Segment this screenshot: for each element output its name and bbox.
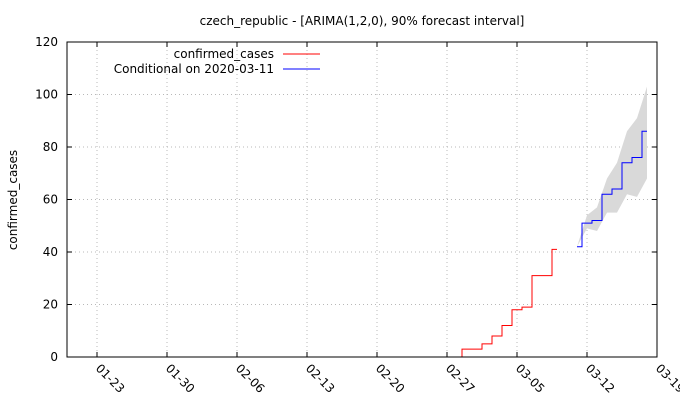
x-tick-label: 02-20 xyxy=(373,361,408,396)
x-tick-label: 02-27 xyxy=(443,361,478,396)
series-line xyxy=(577,130,647,248)
band-layer xyxy=(577,86,647,247)
grid-layer xyxy=(67,42,657,357)
legend-label: Conditional on 2020-03-11 xyxy=(114,62,274,76)
y-tick-label: 100 xyxy=(35,88,58,102)
x-tick-label: 03-12 xyxy=(583,361,618,396)
x-tick-label: 02-06 xyxy=(233,361,268,396)
forecast-interval-band xyxy=(577,86,647,247)
x-tick-label: 02-13 xyxy=(303,361,338,396)
legend-label: confirmed_cases xyxy=(174,47,274,61)
x-tick-label: 01-30 xyxy=(163,361,198,396)
y-tick-label: 80 xyxy=(43,140,58,154)
series-layer xyxy=(457,130,647,358)
y-tick-label: 20 xyxy=(43,298,58,312)
y-axis-label: confirmed_cases xyxy=(6,150,20,250)
series-line xyxy=(457,248,557,358)
axes-layer: 0 20 40 60 80 100 120 01-23 01-30 02-06 02-13 02-20… xyxy=(35,35,680,396)
chart-title: czech_republic - [ARIMA(1,2,0), 90% fore… xyxy=(200,14,525,28)
y-tick-label: 60 xyxy=(43,193,58,207)
y-tick-label: 120 xyxy=(35,35,58,49)
x-tick-label: 01-23 xyxy=(93,361,128,396)
x-tick-label: 03-05 xyxy=(513,361,548,396)
series-conditional-on-2020-03-11 xyxy=(577,130,647,248)
x-tick-label: 03-19 xyxy=(653,361,680,396)
y-tick-label: 40 xyxy=(43,245,58,259)
series-confirmed-cases xyxy=(457,248,557,358)
y-tick-label: 0 xyxy=(50,350,58,364)
